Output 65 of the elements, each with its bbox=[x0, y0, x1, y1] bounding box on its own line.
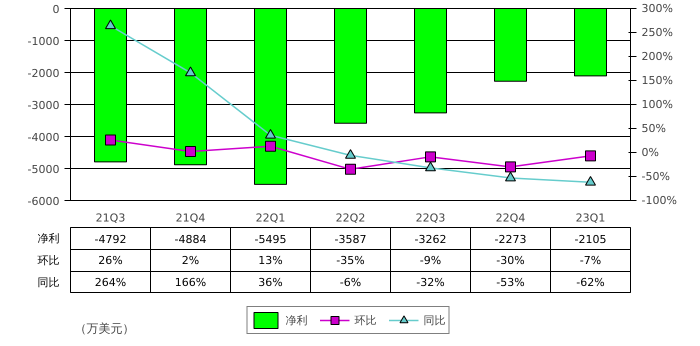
point bbox=[345, 164, 356, 175]
point bbox=[185, 146, 196, 158]
point bbox=[345, 149, 356, 159]
y-tick-label: -5000 bbox=[28, 163, 60, 176]
x-tick-label: 22Q2 bbox=[336, 212, 366, 224]
data-label: -35% bbox=[336, 254, 365, 267]
x-tick-label: 22Q1 bbox=[256, 212, 286, 224]
data-label: 13% bbox=[258, 254, 283, 267]
y-tick-label: -3000 bbox=[28, 99, 60, 112]
data-label: 166% bbox=[174, 276, 206, 289]
y-tick-label: -2000 bbox=[28, 67, 60, 80]
point bbox=[265, 128, 276, 139]
x-tick-label: 22Q3 bbox=[416, 212, 446, 224]
data-label: -7% bbox=[580, 254, 602, 267]
x-tick-label: 21Q3 bbox=[96, 212, 126, 224]
data-label: 26% bbox=[98, 254, 123, 267]
legend-label: 净利 bbox=[286, 312, 308, 328]
point bbox=[105, 134, 116, 146]
data-label: -62% bbox=[576, 276, 605, 289]
point bbox=[425, 162, 436, 172]
data-label: 264% bbox=[94, 276, 126, 289]
data-label: 2% bbox=[182, 254, 200, 267]
data-label: -53% bbox=[496, 276, 525, 289]
y2-tick-label: -100% bbox=[642, 194, 677, 207]
y-tick-label: 0 bbox=[52, 3, 60, 16]
data-label: -4884 bbox=[174, 233, 206, 246]
text: 同比 bbox=[38, 276, 60, 289]
y2-tick-label: 50% bbox=[642, 122, 666, 135]
y2-tick-label: 100% bbox=[642, 98, 673, 111]
point bbox=[185, 66, 196, 76]
data-label: -4792 bbox=[94, 233, 126, 246]
x-tick-label: 21Q4 bbox=[176, 212, 206, 224]
data-label: -2273 bbox=[494, 233, 526, 246]
y-tick-label: -4000 bbox=[28, 131, 60, 144]
data-label: -32% bbox=[416, 276, 445, 289]
point bbox=[265, 140, 276, 152]
data-label: -2105 bbox=[574, 233, 606, 246]
text: 环比 bbox=[38, 254, 60, 267]
point bbox=[585, 150, 596, 162]
text: （万美元） bbox=[74, 322, 134, 336]
y-tick-label: -1000 bbox=[28, 35, 60, 48]
data-label: -3262 bbox=[414, 233, 446, 246]
point bbox=[505, 172, 516, 182]
x-tick-label: 22Q4 bbox=[496, 212, 526, 224]
legend-label: 环比 bbox=[354, 312, 376, 328]
point bbox=[505, 161, 516, 172]
y2-tick-label: 300% bbox=[642, 2, 673, 15]
y2-tick-label: 200% bbox=[642, 50, 673, 63]
point bbox=[105, 20, 116, 30]
point bbox=[585, 176, 596, 186]
point bbox=[425, 151, 436, 162]
text: 净利 bbox=[38, 232, 60, 245]
y2-tick-label: 0% bbox=[642, 146, 659, 159]
data-label: 36% bbox=[258, 276, 283, 289]
y2-tick-label: 150% bbox=[642, 74, 673, 87]
y2-tick-label: 250% bbox=[642, 26, 673, 39]
y2-tick-label: -50% bbox=[642, 170, 670, 183]
data-label: -6% bbox=[340, 276, 362, 289]
data-label: -5495 bbox=[254, 233, 286, 246]
legend-label: 同比 bbox=[424, 312, 446, 328]
y-tick-label: -6000 bbox=[28, 195, 60, 208]
data-label: -30% bbox=[496, 254, 525, 267]
x-tick-label: 23Q1 bbox=[576, 212, 606, 224]
data-label: -3587 bbox=[334, 233, 366, 246]
data-label: -9% bbox=[420, 254, 442, 267]
